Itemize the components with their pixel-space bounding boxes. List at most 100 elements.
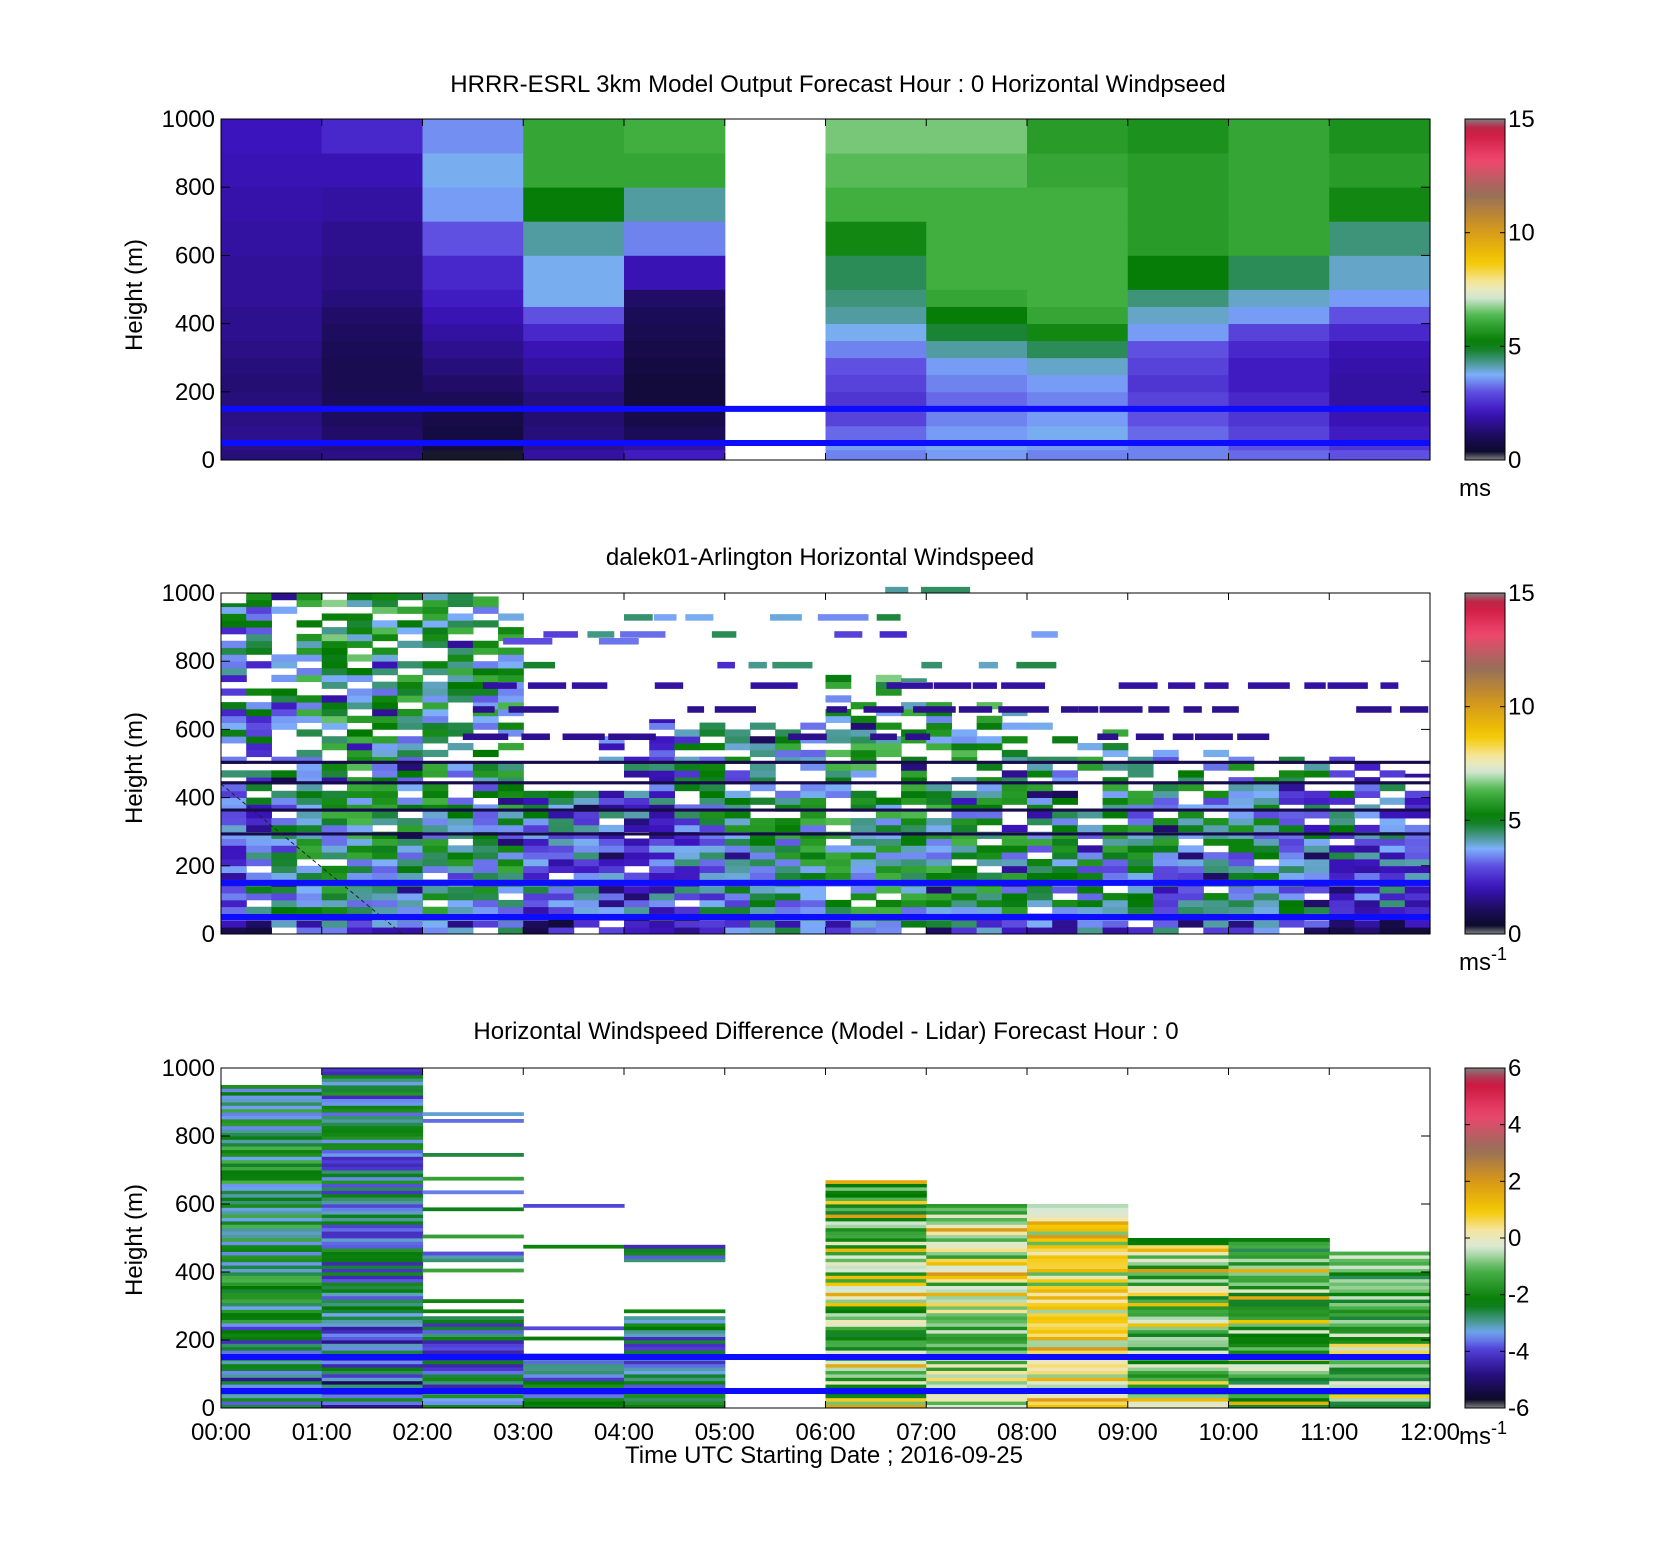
heatmap-cell <box>825 1278 927 1283</box>
heatmap-cell <box>1001 797 1028 805</box>
colorbar-tick-label: 0 <box>1508 1225 1521 1252</box>
heatmap-cell <box>926 1272 1028 1276</box>
heatmap-cell <box>221 1214 323 1218</box>
heatmap-cell <box>1329 1374 1431 1378</box>
heatmap-cell <box>397 777 424 785</box>
heatmap-cell <box>1127 1312 1230 1317</box>
heatmap-cell <box>976 858 1003 867</box>
heatmap-cell <box>598 743 625 751</box>
heatmap-cell <box>1001 770 1028 778</box>
heatmap-cell <box>221 838 247 846</box>
heatmap-cell <box>523 804 550 812</box>
heatmap-cell <box>1228 442 1330 451</box>
heatmap-cell <box>901 845 927 853</box>
heatmap-streak <box>587 631 615 638</box>
heatmap-cell <box>346 906 373 914</box>
heatmap-streak <box>1099 706 1143 713</box>
heatmap-cell <box>221 1258 323 1263</box>
heatmap-cell <box>1027 357 1129 376</box>
heatmap-cell <box>1027 1221 1129 1225</box>
heatmap-cell <box>1329 255 1431 290</box>
heatmap-cell <box>1127 872 1154 880</box>
heatmap-cell <box>749 858 776 867</box>
heatmap-cell <box>1404 845 1431 853</box>
heatmap-cell <box>422 886 449 894</box>
colorbar-tick-label: 2 <box>1508 1168 1521 1195</box>
heatmap-cell <box>1253 838 1280 846</box>
heatmap-cell <box>926 729 953 737</box>
heatmap-cell <box>397 893 424 901</box>
heatmap-streak <box>462 733 509 741</box>
heatmap-cell <box>472 770 499 778</box>
heatmap-cell <box>1253 893 1280 901</box>
heatmap-cell <box>271 852 298 860</box>
heatmap-cell <box>321 777 348 785</box>
heatmap-cell <box>926 872 953 880</box>
heatmap-cell <box>1127 845 1154 853</box>
heatmap-cell <box>1027 1380 1129 1385</box>
heatmap-cell <box>624 1323 726 1327</box>
heatmap-cell <box>1027 1370 1129 1375</box>
heatmap-cell <box>422 1234 524 1239</box>
heatmap-cell <box>624 255 726 290</box>
heatmap-cell <box>246 647 272 655</box>
heatmap-cell <box>926 1302 1028 1307</box>
heatmap-streak <box>1135 733 1164 741</box>
heatmap-cell <box>346 858 373 867</box>
heatmap-cell <box>1228 1282 1330 1286</box>
heatmap-cell <box>825 1323 927 1327</box>
heatmap-cell <box>321 1217 424 1222</box>
heatmap-cell <box>246 593 272 601</box>
heatmap-cell <box>548 838 575 846</box>
heatmap-cell <box>624 1363 726 1368</box>
heatmap-cell <box>674 845 701 853</box>
heatmap-cell <box>321 1326 424 1331</box>
heatmap-cell <box>221 886 247 894</box>
heatmap-cell <box>850 797 877 805</box>
heatmap-cell <box>976 804 1003 812</box>
heatmap-cell <box>321 1343 424 1348</box>
heatmap-cell <box>1127 289 1230 307</box>
heatmap-cell <box>699 927 726 935</box>
heatmap-cell <box>1379 920 1406 928</box>
heatmap-cell <box>321 906 348 914</box>
heatmap-cell <box>699 818 726 826</box>
heatmap-cell <box>825 858 852 867</box>
heatmap-cell <box>422 1153 524 1157</box>
heatmap-cell <box>221 1360 323 1365</box>
heatmap-cell <box>397 640 424 648</box>
heatmap-cell <box>246 722 272 730</box>
heatmap-cell <box>825 1299 927 1303</box>
heatmap-cell <box>321 1323 424 1327</box>
heatmap-cell <box>1228 1265 1330 1269</box>
heatmap-cell <box>1027 1397 1129 1402</box>
heatmap-cell <box>447 804 474 812</box>
heatmap-cell <box>221 1108 323 1113</box>
heatmap-cell <box>624 886 650 894</box>
heatmap-cell <box>1228 1326 1330 1331</box>
heatmap-cell <box>1329 1326 1431 1331</box>
heatmap-streak <box>1380 682 1399 689</box>
heatmap-cell <box>1027 1326 1129 1331</box>
heatmap-cell <box>1404 858 1431 867</box>
heatmap-cell <box>1127 1295 1230 1300</box>
heatmap-cell <box>800 824 827 833</box>
heatmap-cell <box>976 722 1003 730</box>
heatmap-cell <box>1379 927 1406 935</box>
heatmap-cell <box>624 927 650 935</box>
heatmap-cell <box>624 1258 726 1263</box>
heatmap-cell <box>246 702 272 710</box>
heatmap-cell <box>749 920 776 928</box>
heatmap-cell <box>422 153 524 188</box>
heatmap-cell <box>825 1180 927 1184</box>
heatmap-cell <box>1152 818 1179 826</box>
heatmap-cell <box>1203 763 1230 771</box>
heatmap-cell <box>498 838 524 846</box>
heatmap-cell <box>825 1193 927 1198</box>
heatmap-cell <box>724 852 751 860</box>
heatmap-cell <box>1027 1377 1129 1382</box>
heatmap-cell <box>825 749 852 758</box>
heatmap-cell <box>976 920 1003 928</box>
heatmap-cell <box>523 838 550 846</box>
heatmap-cell <box>926 797 953 805</box>
